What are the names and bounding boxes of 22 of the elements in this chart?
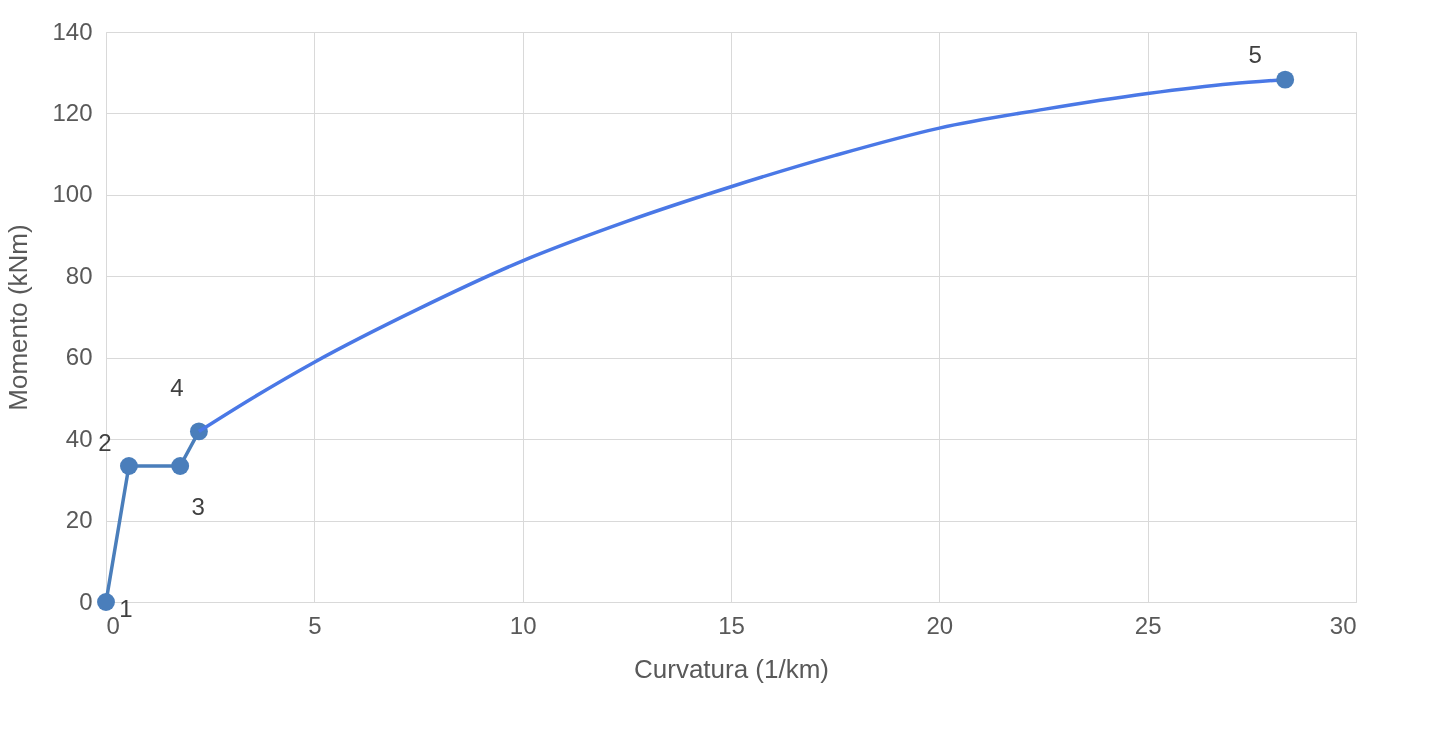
y-tick-label: 20	[65, 506, 93, 534]
y-axis-title: Momento (kNm)	[3, 224, 34, 411]
annotation: 2	[98, 429, 112, 457]
x-tick-label: 5	[308, 611, 322, 639]
x-tick-label: 25	[1134, 611, 1162, 639]
y-tick-label: 0	[79, 587, 93, 615]
annotation: 5	[1248, 40, 1262, 68]
x-tick-label: 15	[718, 611, 745, 639]
y-tick-label: 40	[65, 424, 93, 452]
y-tick-label: 140	[52, 17, 93, 45]
annotation: 1	[119, 595, 133, 622]
y-tick-label: 80	[65, 261, 93, 289]
y-tick-label: 120	[52, 98, 93, 126]
x-tick-label: 20	[926, 611, 954, 639]
x-tick-label: 10	[509, 611, 537, 639]
y-tick-label: 60	[65, 343, 93, 371]
x-tick-label: 0	[106, 611, 120, 639]
annotation: 3	[191, 493, 205, 521]
x-tick-label: 30	[1329, 611, 1357, 639]
y-tick-label: 100	[52, 180, 93, 208]
x-axis-title: Curvatura (1/km)	[633, 653, 830, 684]
annotation: 4	[170, 374, 184, 402]
